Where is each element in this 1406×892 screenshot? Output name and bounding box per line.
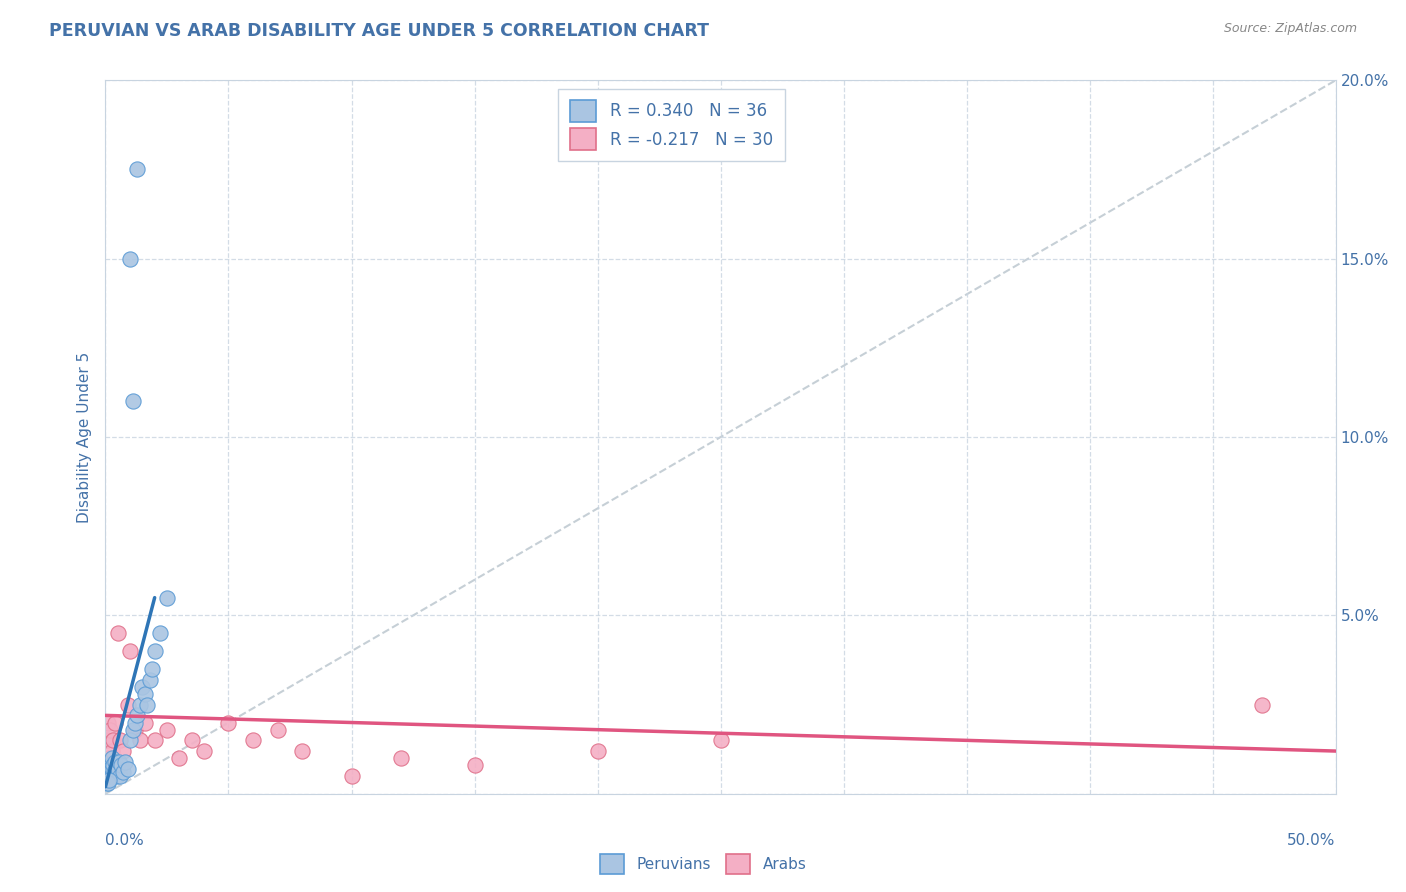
Point [98, 751, 121, 765]
Point [127, 162, 149, 177]
Point [134, 687, 156, 701]
Point [169, 751, 191, 765]
Point [120, 733, 141, 747]
Point [193, 744, 215, 758]
Point [111, 744, 134, 758]
Point [114, 755, 136, 769]
Point [100, 744, 122, 758]
Point [103, 765, 125, 780]
Point [586, 744, 609, 758]
Legend: R = 0.340   N = 36, R = -0.217   N = 30: R = 0.340 N = 36, R = -0.217 N = 30 [558, 88, 785, 161]
Text: 0.0%: 0.0% [105, 833, 145, 848]
Point [104, 715, 127, 730]
Point [98, 772, 121, 787]
Point [124, 715, 146, 730]
Point [97, 776, 120, 790]
Point [98, 769, 121, 783]
Point [180, 733, 202, 747]
Point [139, 673, 162, 687]
Point [98, 723, 122, 737]
Point [97, 772, 120, 787]
Point [129, 698, 152, 712]
Point [100, 751, 122, 765]
Point [127, 708, 149, 723]
Point [218, 715, 240, 730]
Point [100, 769, 122, 783]
Point [134, 715, 156, 730]
Point [96, 769, 118, 783]
Point [104, 755, 127, 769]
Y-axis label: Disability Age Under 5: Disability Age Under 5 [77, 351, 93, 523]
Point [107, 626, 129, 640]
Text: PERUVIAN VS ARAB DISABILITY AGE UNDER 5 CORRELATION CHART: PERUVIAN VS ARAB DISABILITY AGE UNDER 5 … [49, 22, 709, 40]
Point [108, 755, 131, 769]
Point [121, 394, 143, 409]
Point [96, 776, 118, 790]
Point [129, 733, 152, 747]
Point [131, 680, 153, 694]
Point [156, 723, 179, 737]
Point [1251, 698, 1274, 712]
Point [97, 765, 120, 780]
Point [105, 769, 128, 783]
Point [98, 758, 121, 772]
Point [111, 765, 134, 780]
Point [143, 733, 166, 747]
Point [117, 698, 139, 712]
Point [124, 723, 146, 737]
Point [156, 591, 179, 605]
Point [149, 626, 172, 640]
Point [101, 733, 124, 747]
Point [120, 252, 141, 266]
Point [267, 723, 290, 737]
Point [141, 662, 163, 676]
Text: Source: ZipAtlas.com: Source: ZipAtlas.com [1223, 22, 1357, 36]
Point [107, 762, 129, 776]
Point [242, 733, 264, 747]
Point [101, 762, 124, 776]
Point [710, 733, 733, 747]
Point [291, 744, 314, 758]
Point [389, 751, 412, 765]
Point [340, 769, 363, 783]
Point [101, 758, 124, 772]
Point [110, 769, 132, 783]
Point [121, 723, 143, 737]
Point [110, 758, 132, 772]
Legend: Peruvians, Arabs: Peruvians, Arabs [593, 848, 813, 880]
Point [143, 644, 166, 658]
Point [96, 733, 118, 747]
Point [117, 762, 139, 776]
Point [120, 644, 141, 658]
Point [136, 698, 159, 712]
Point [110, 733, 132, 747]
Point [97, 715, 120, 730]
Point [464, 758, 486, 772]
Text: 50.0%: 50.0% [1288, 833, 1336, 848]
Point [98, 762, 122, 776]
